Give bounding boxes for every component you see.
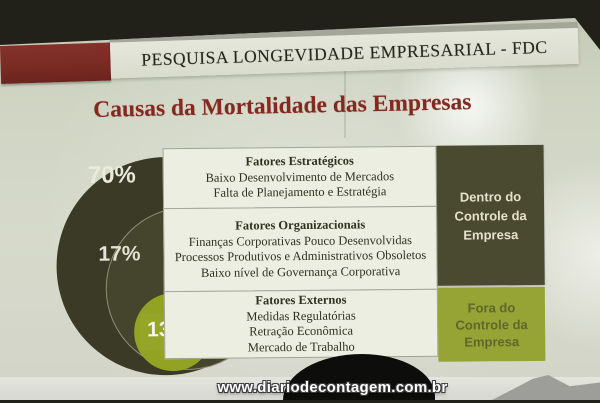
factor-item: Retração Econômica [249,323,354,339]
row-fatores-organizacionais: Fatores Organizacionais Finanças Corpora… [163,205,438,293]
factor-category-title: Fatores Externos [255,292,347,308]
label-fora-do-controle: Fora do Controle da Empresa [437,286,546,362]
screen-crease [344,18,346,138]
factor-category-title: Fatores Organizacionais [235,217,366,233]
factor-item: Medidas Regulatórias [246,308,356,323]
factor-item: Baixo nível de Governança Corporativa [200,263,401,280]
watermark-url: www.diariodecontagem.com.br [217,379,448,396]
label-70-percent: 70% [87,161,136,189]
row-fatores-estrategicos: Fatores Estratégicos Baixo Desenvolvimen… [162,145,438,210]
factor-item: Baixo Desenvolvimento de Mercados [205,168,395,185]
factors-panel: Fatores Estratégicos Baixo Desenvolvimen… [162,145,439,360]
row-fatores-externos: Fatores Externos Medidas Regulatórias Re… [163,288,439,360]
factor-category-title: Fatores Estratégicos [245,153,354,169]
label-dentro-do-controle: Dentro do Controle da Empresa [436,144,545,286]
factor-item: Mercado de Trabalho [247,339,355,354]
factor-item: Falta de Planejamento e Estratégia [213,184,387,201]
label-17-percent: 17% [98,242,141,266]
